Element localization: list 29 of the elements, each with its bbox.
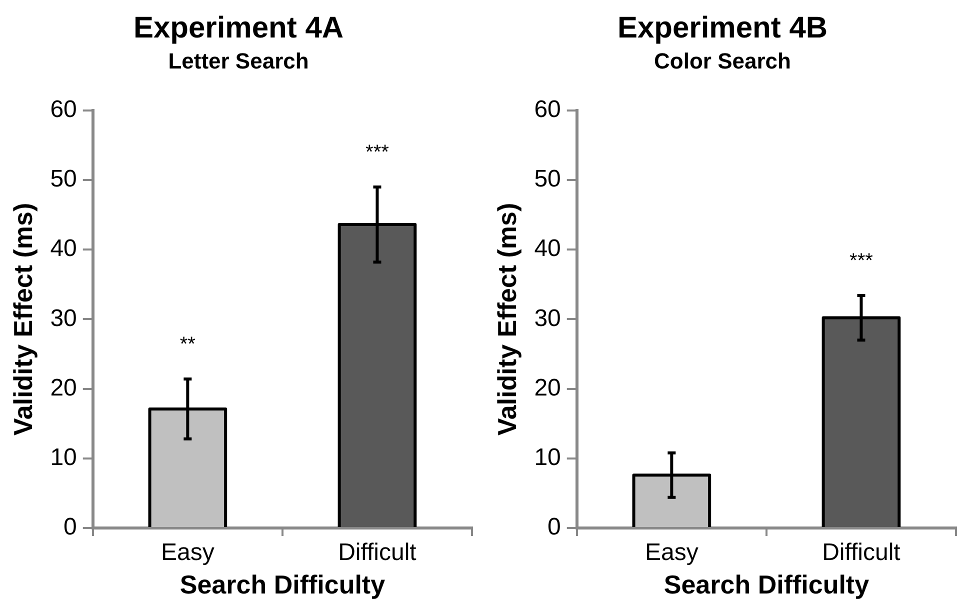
- x-tick-label: Difficult: [338, 539, 417, 566]
- y-tick-label: 10: [534, 444, 561, 472]
- y-tick-label: 30: [50, 304, 77, 332]
- y-tick-label: 40: [534, 235, 561, 262]
- annotation: ***: [366, 141, 390, 164]
- y-tick-label: 10: [50, 444, 77, 472]
- y-axis-title: Validity Effect (ms): [492, 202, 522, 436]
- y-tick-label: 20: [50, 374, 77, 402]
- y-tick-label: 50: [534, 166, 561, 193]
- x-tick-label: Difficult: [822, 539, 901, 566]
- y-tick-label: 0: [64, 514, 77, 541]
- y-tick-label: 30: [534, 304, 561, 332]
- annotation: ***: [850, 250, 874, 272]
- chart-subtitle: Color Search: [654, 48, 791, 74]
- y-tick-label: 60: [534, 96, 561, 124]
- annotation: **: [180, 334, 196, 356]
- x-tick-label: Easy: [160, 539, 214, 566]
- y-tick-label: 40: [50, 235, 77, 262]
- chart-title: Experiment 4B: [617, 11, 828, 44]
- y-tick-label: 20: [534, 374, 561, 402]
- y-axis-title: Validity Effect (ms): [8, 202, 38, 436]
- x-tick-label: Easy: [644, 539, 698, 566]
- chart-subtitle: Letter Search: [168, 48, 309, 74]
- y-tick-label: 0: [548, 514, 561, 541]
- y-tick-label: 60: [50, 96, 77, 124]
- y-tick-label: 50: [50, 166, 77, 193]
- x-axis-title: Search Difficulty: [664, 570, 870, 600]
- x-axis-title: Search Difficulty: [180, 570, 386, 600]
- chart-title: Experiment 4A: [133, 11, 344, 44]
